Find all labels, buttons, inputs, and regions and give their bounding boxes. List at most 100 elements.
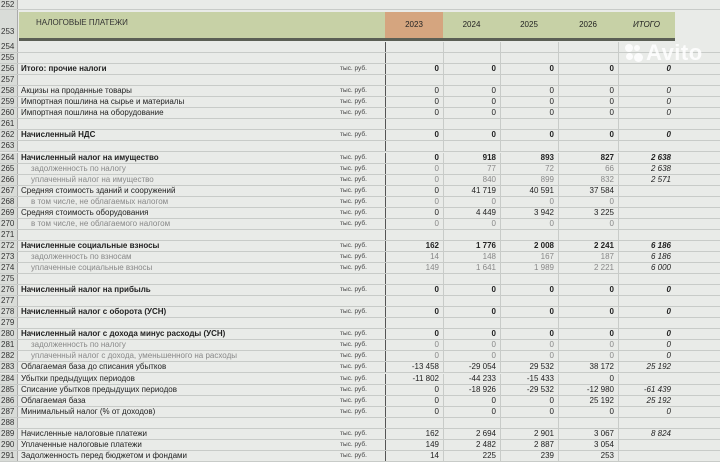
row-number[interactable]: 268: [0, 196, 18, 207]
unit-cell[interactable]: тыс. руб.: [340, 352, 367, 360]
value-cell-2025[interactable]: [500, 417, 558, 428]
total-cell[interactable]: [618, 296, 675, 307]
row-number[interactable]: 263: [0, 141, 18, 152]
row-number[interactable]: 286: [0, 395, 18, 406]
row-number[interactable]: 276: [0, 285, 18, 296]
value-cell-2025[interactable]: 239: [500, 450, 558, 461]
table-row[interactable]: 282 уплаченный налог с дохода, уменьшенно…: [0, 351, 720, 363]
value-cell-2024[interactable]: 0: [443, 340, 500, 351]
unit-cell[interactable]: тыс. руб.: [340, 153, 367, 161]
table-row[interactable]: 276 Начисленный налог на прибыль тыс. руб.…: [0, 285, 720, 297]
table-row[interactable]: 266 уплаченный налог на имущество тыс. руб…: [0, 174, 720, 186]
table-row[interactable]: 272 Начисленные социальные взносы тыс. руб…: [0, 240, 720, 252]
row-label[interactable]: Средняя стоимость зданий и сооружений: [21, 185, 176, 195]
row-number[interactable]: 252: [0, 0, 18, 9]
value-cell-2026[interactable]: 0: [558, 406, 618, 417]
unit-cell[interactable]: тыс. руб.: [340, 109, 367, 117]
row-label[interactable]: в том числе, не облагаемого налогом: [31, 218, 171, 228]
unit-cell[interactable]: [340, 230, 384, 240]
value-cell-2023[interactable]: 0: [385, 218, 443, 229]
value-cell-2026[interactable]: 827: [558, 152, 618, 163]
value-cell-2023[interactable]: 0: [385, 395, 443, 406]
value-cell-2023[interactable]: 0: [385, 285, 443, 296]
value-cell-2024[interactable]: [443, 229, 500, 240]
value-cell-2024[interactable]: 0: [443, 351, 500, 362]
row-label[interactable]: [19, 75, 339, 85]
total-cell[interactable]: [618, 185, 675, 196]
value-cell-2025[interactable]: 0: [500, 218, 558, 229]
row-label[interactable]: [19, 274, 339, 284]
table-row[interactable]: 259 Импортная пошлина на сырье и материал…: [0, 97, 720, 109]
table-row[interactable]: 260 Импортная пошлина на оборудование тыс.…: [0, 108, 720, 120]
table-row[interactable]: 263: [0, 141, 720, 153]
unit-cell[interactable]: [340, 296, 384, 306]
value-cell-2024[interactable]: [443, 417, 500, 428]
unit-cell[interactable]: тыс. руб.: [340, 264, 367, 271]
value-cell-2023[interactable]: 0: [385, 340, 443, 351]
total-cell[interactable]: 25 192: [618, 395, 675, 406]
total-cell[interactable]: [618, 141, 675, 152]
unit-cell[interactable]: тыс. руб.: [340, 186, 367, 194]
value-cell-2026[interactable]: [558, 229, 618, 240]
value-cell-2023[interactable]: 0: [385, 207, 443, 218]
value-cell-2024[interactable]: 0: [443, 196, 500, 207]
row-label[interactable]: Импортная пошлина на сырье и материалы: [21, 97, 185, 107]
year-header-2023[interactable]: 2023: [385, 12, 443, 38]
row-label[interactable]: [19, 230, 339, 240]
value-cell-2024[interactable]: 0: [443, 86, 500, 97]
value-cell-2025[interactable]: 3 942: [500, 207, 558, 218]
unit-cell[interactable]: [340, 75, 384, 85]
row-label[interactable]: в том числе, не облагаемых налогом: [31, 196, 169, 206]
unit-cell[interactable]: тыс. руб.: [340, 396, 367, 404]
unit-cell[interactable]: [340, 42, 384, 52]
total-cell[interactable]: 0: [618, 97, 675, 108]
row-label[interactable]: Начисленный налог с оборота (УСН): [21, 307, 167, 317]
row-number[interactable]: 289: [0, 428, 18, 439]
row-label[interactable]: Списание убытков предыдущих периодов: [21, 384, 177, 394]
table-row[interactable]: 261: [0, 119, 720, 131]
table-row[interactable]: 269 Средняя стоимость оборудования тыс. ру…: [0, 207, 720, 219]
value-cell-2024[interactable]: 0: [443, 285, 500, 296]
row-number[interactable]: 255: [0, 53, 18, 64]
value-cell-2026[interactable]: [558, 141, 618, 152]
row-label[interactable]: [19, 119, 339, 129]
value-cell-2025[interactable]: [500, 53, 558, 64]
table-row[interactable]: 256 Итого: прочие налоги тыс. руб. 0 0 0 0 0: [0, 64, 720, 76]
value-cell-2026[interactable]: 0: [558, 130, 618, 141]
row-number[interactable]: 261: [0, 119, 18, 130]
row-label[interactable]: задолженность по взносам: [31, 251, 132, 261]
value-cell-2026[interactable]: 0: [558, 86, 618, 97]
value-cell-2023[interactable]: 0: [385, 152, 443, 163]
value-cell-2024[interactable]: [443, 318, 500, 329]
total-cell[interactable]: [618, 439, 675, 450]
value-cell-2025[interactable]: [500, 318, 558, 329]
value-cell-2024[interactable]: [443, 53, 500, 64]
unit-cell[interactable]: [340, 119, 384, 129]
value-cell-2025[interactable]: 0: [500, 86, 558, 97]
unit-cell[interactable]: тыс. руб.: [340, 440, 367, 448]
value-cell-2024[interactable]: [443, 296, 500, 307]
row-label[interactable]: [19, 42, 339, 52]
value-cell-2023[interactable]: 149: [385, 263, 443, 273]
unit-cell[interactable]: тыс. руб.: [340, 330, 367, 338]
value-cell-2026[interactable]: 66: [558, 163, 618, 174]
total-cell[interactable]: [618, 274, 675, 285]
total-cell[interactable]: 8 824: [618, 428, 675, 439]
total-cell[interactable]: 0: [618, 329, 675, 340]
value-cell-2024[interactable]: 2 694: [443, 428, 500, 439]
value-cell-2026[interactable]: [558, 75, 618, 86]
value-cell-2025[interactable]: [500, 75, 558, 86]
value-cell-2025[interactable]: 0: [500, 351, 558, 362]
row-number[interactable]: 283: [0, 362, 18, 373]
row-label[interactable]: Итого: прочие налоги: [21, 64, 107, 74]
row-label[interactable]: Импортная пошлина на оборудование: [21, 108, 164, 118]
value-cell-2024[interactable]: 2 482: [443, 439, 500, 450]
value-cell-2025[interactable]: 0: [500, 285, 558, 296]
value-cell-2023[interactable]: [385, 53, 443, 64]
value-cell-2026[interactable]: 0: [558, 373, 618, 384]
value-cell-2024[interactable]: 0: [443, 64, 500, 75]
row-label[interactable]: Начисленный налог на прибыль: [21, 285, 151, 295]
table-row[interactable]: 291 Задолженность перед бюджетом и фондам…: [0, 450, 720, 462]
row-number[interactable]: 264: [0, 152, 18, 163]
row-label[interactable]: Начисленный НДС: [21, 130, 96, 140]
